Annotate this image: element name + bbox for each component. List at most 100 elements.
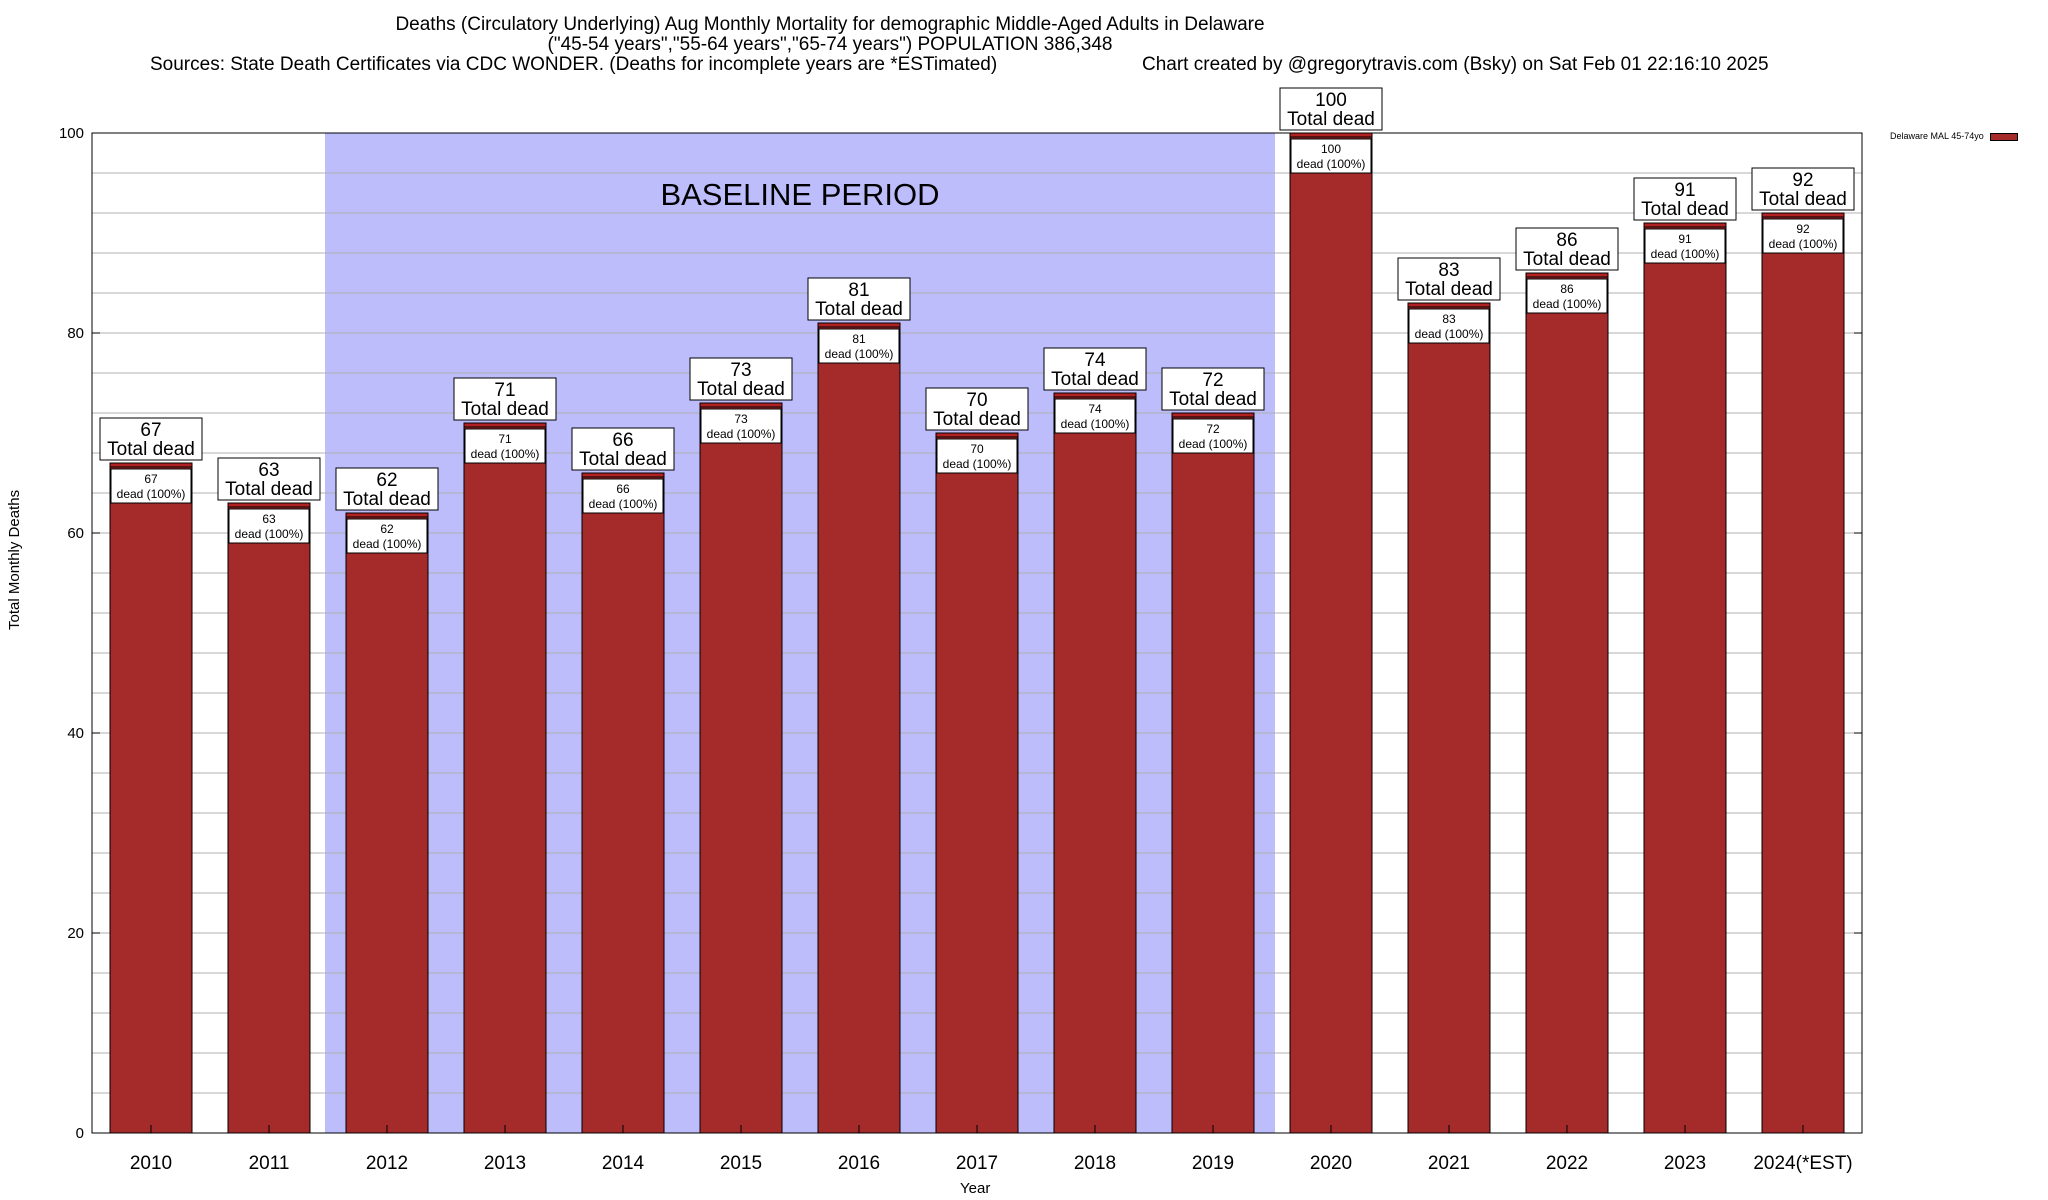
inner-dead-label: dead (100%) (943, 457, 1012, 471)
top-label-box (1751, 167, 1855, 211)
inner-value-label: 91 (1678, 232, 1692, 246)
y-axis-label: Total Monthly Deaths (6, 489, 23, 630)
top-value-label: 100 (1315, 90, 1347, 111)
top-value-label: 72 (1202, 370, 1223, 391)
x-tick-label: 2013 (484, 1153, 526, 1174)
top-value-label: 62 (376, 470, 397, 491)
bar (1171, 412, 1255, 1134)
top-value-label: 91 (1674, 180, 1695, 201)
inner-label-box (936, 438, 1018, 474)
inner-label-box (1054, 398, 1136, 434)
x-tick-label: 2018 (1074, 1153, 1116, 1174)
inner-dead-label: dead (100%) (117, 487, 186, 501)
inner-value-label: 70 (970, 442, 984, 456)
top-total-label: Total dead (579, 449, 667, 470)
bar (1761, 212, 1845, 1134)
top-total-label: Total dead (1051, 369, 1139, 390)
top-value-label: 83 (1438, 260, 1459, 281)
inner-dead-label: dead (100%) (825, 347, 894, 361)
inner-value-label: 83 (1442, 312, 1456, 326)
bar (463, 422, 547, 1134)
inner-label-box (346, 518, 428, 554)
inner-dead-label: dead (100%) (1533, 297, 1602, 311)
inner-dead-label: dead (100%) (1769, 237, 1838, 251)
x-tick-label: 2021 (1428, 1153, 1470, 1174)
top-label-box (217, 457, 321, 501)
inner-dead-label: dead (100%) (1179, 437, 1248, 451)
top-label-box (1633, 177, 1737, 221)
top-label-box (689, 357, 793, 401)
bar-cap (1643, 222, 1727, 228)
top-total-label: Total dead (1169, 389, 1257, 410)
top-value-label: 63 (258, 460, 279, 481)
bar (935, 432, 1019, 1134)
bar-cap (1289, 132, 1373, 138)
top-value-label: 70 (966, 390, 987, 411)
y-tick-label: 0 (76, 1125, 84, 1142)
bar-cap (935, 432, 1019, 438)
y-tick-label: 60 (67, 525, 84, 542)
bar-cap (1525, 272, 1609, 278)
y-tick-label: 40 (67, 725, 84, 742)
top-label-box (99, 417, 203, 461)
bar (699, 402, 783, 1134)
inner-label-box (1762, 218, 1844, 254)
top-label-box (453, 377, 557, 421)
top-total-label: Total dead (933, 409, 1021, 430)
chart-credit: Chart created by @gregorytravis.com (Bsk… (1142, 54, 1769, 75)
top-value-label: 81 (848, 280, 869, 301)
bar (109, 462, 193, 1134)
inner-value-label: 100 (1321, 142, 1341, 156)
top-label-box (925, 387, 1029, 431)
inner-label-box (1172, 418, 1254, 454)
top-total-label: Total dead (461, 399, 549, 420)
bar (345, 512, 429, 1134)
top-total-label: Total dead (1523, 249, 1611, 270)
bar-cap (1761, 212, 1845, 218)
bar-cap (463, 422, 547, 428)
x-tick-label: 2010 (130, 1153, 172, 1174)
top-value-label: 92 (1792, 170, 1813, 191)
inner-value-label: 73 (734, 412, 748, 426)
chart-sources: Sources: State Death Certificates via CD… (150, 54, 998, 75)
inner-dead-label: dead (100%) (353, 537, 422, 551)
legend-label: Delaware MAL 45-74yo (1890, 131, 1984, 141)
top-total-label: Total dead (343, 489, 431, 510)
top-value-label: 74 (1084, 350, 1106, 371)
inner-label-box (1408, 308, 1490, 344)
inner-label-box (700, 408, 782, 444)
inner-label-box (1526, 278, 1608, 314)
bar (581, 472, 665, 1134)
top-label-box (1397, 257, 1501, 301)
top-value-label: 67 (140, 420, 161, 441)
x-tick-label: 2012 (366, 1153, 408, 1174)
top-value-label: 71 (494, 380, 515, 401)
y-tick-label: 20 (67, 925, 84, 942)
bar (1053, 392, 1137, 1134)
top-label-box (1043, 347, 1147, 391)
top-value-label: 73 (730, 360, 751, 381)
bar (1289, 132, 1373, 1134)
chart-subtitle: ("45-54 years","55-64 years","65-74 year… (547, 34, 1113, 55)
inner-dead-label: dead (100%) (1415, 327, 1484, 341)
inner-label-box (818, 328, 900, 364)
x-tick-label: 2020 (1310, 1153, 1352, 1174)
top-label-box (571, 427, 675, 471)
x-axis-label: Year (960, 1180, 991, 1197)
bar-cap (581, 472, 665, 478)
inner-value-label: 63 (262, 512, 276, 526)
inner-dead-label: dead (100%) (589, 497, 658, 511)
top-value-label: 86 (1556, 230, 1577, 251)
inner-value-label: 71 (498, 432, 512, 446)
inner-dead-label: dead (100%) (1061, 417, 1130, 431)
inner-label-box (1644, 228, 1726, 264)
bar (817, 322, 901, 1134)
bar-cap (1407, 302, 1491, 308)
inner-value-label: 86 (1560, 282, 1574, 296)
inner-label-box (110, 468, 192, 504)
legend: Delaware MAL 45-74yo (1890, 131, 2018, 141)
inner-dead-label: dead (100%) (1651, 247, 1720, 261)
inner-value-label: 62 (380, 522, 394, 536)
bar (1525, 272, 1609, 1134)
inner-value-label: 92 (1796, 222, 1810, 236)
